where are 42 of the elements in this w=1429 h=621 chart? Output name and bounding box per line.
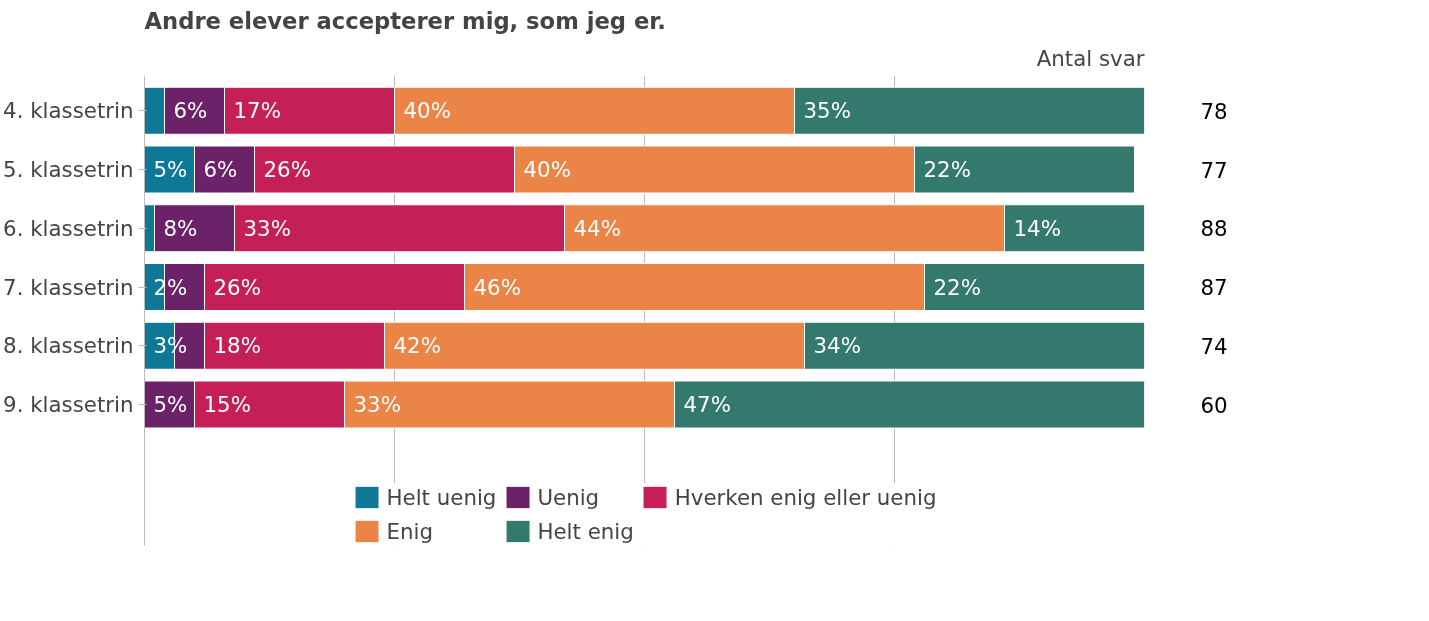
y-tick-label: 6. klassetrin	[3, 215, 134, 241]
data-label: 35%	[803, 98, 851, 124]
data-label: 44%	[573, 215, 621, 241]
y-tick-label: 8. klassetrin	[3, 333, 134, 359]
data-label: 26%	[213, 274, 261, 300]
legend-label: Enig	[386, 518, 434, 544]
data-label: 22%	[933, 274, 981, 300]
data-label: 34%	[813, 333, 861, 359]
text: 88	[1200, 216, 1228, 242]
y-tick-label: 5. klassetrin	[3, 157, 134, 182]
data-label: 33%	[353, 392, 401, 417]
data-label: 40%	[523, 157, 571, 182]
data-label: 5%	[153, 392, 188, 417]
data-label: 22%	[923, 157, 971, 182]
y-tick-label: 4. klassetrin	[3, 98, 134, 124]
legend-label: Uenig	[537, 484, 600, 510]
data-label: 42%	[393, 333, 441, 359]
text: Antal svar	[1036, 45, 1145, 71]
y-tick-label: 9. klassetrin	[3, 392, 134, 417]
chart-title: Andre elever accepterer mig, som jeg er.	[144, 7, 666, 34]
data-label: 40%	[403, 98, 451, 124]
legend-label: Hverken enig eller uenig	[674, 484, 937, 510]
data-label: 17%	[233, 98, 281, 124]
data-label: 6%	[173, 98, 208, 124]
text: 77	[1200, 157, 1228, 183]
data-label: 18%	[213, 333, 261, 359]
y-tick-label: 7. klassetrin	[3, 274, 134, 300]
data-label: 33%	[243, 215, 291, 241]
text: 87	[1200, 275, 1228, 300]
data-label: 26%	[263, 157, 311, 182]
legend-label: Helt enig	[537, 518, 634, 544]
data-label: 5%	[153, 157, 188, 182]
legend-label: Helt uenig	[386, 484, 497, 510]
text: 78	[1200, 98, 1228, 124]
data-label: 46%	[473, 274, 521, 300]
data-label: 8%	[163, 215, 198, 241]
text: 74	[1200, 333, 1228, 359]
data-label: 6%	[203, 157, 238, 182]
data-label: 14%	[1013, 215, 1061, 241]
data-label: 47%	[683, 392, 731, 417]
data-label: 15%	[203, 392, 251, 417]
text: 60	[1200, 392, 1228, 418]
